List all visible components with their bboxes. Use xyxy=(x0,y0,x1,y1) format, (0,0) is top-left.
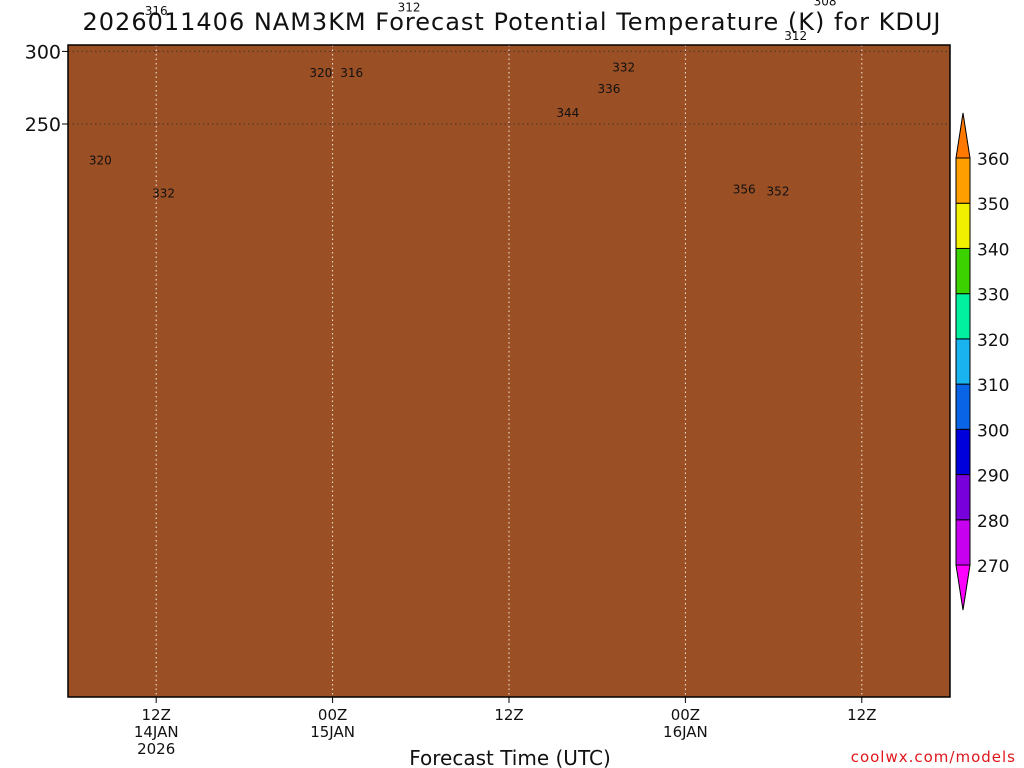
x-tick-label-18-1: 15JAN xyxy=(310,723,355,741)
colorbar-box-330 xyxy=(955,247,971,295)
contour-label-4: 316 xyxy=(145,4,168,18)
colorbar-label-300: 300 xyxy=(977,421,1009,441)
colorbar-label-340: 340 xyxy=(977,240,1009,260)
colorbar-label-330: 330 xyxy=(977,286,1009,306)
x-tick-label-42-0: 00Z xyxy=(671,706,700,724)
colorbar-label-360: 360 xyxy=(977,150,1009,170)
contour-label-30: 352 xyxy=(767,185,790,199)
x-axis-label: Forecast Time (UTC) xyxy=(409,746,611,768)
colorbar-label-350: 350 xyxy=(977,195,1009,215)
colorbar: 270 280 290 300 310 320 330 340 350 360 xyxy=(955,112,1009,611)
contour-labels: 3323203203163163123123043002962922882843… xyxy=(89,0,837,200)
colorbar-label-320: 320 xyxy=(977,331,1009,351)
y-tick-label-250: 250 xyxy=(25,114,61,136)
contour-label-0: 332 xyxy=(152,186,175,200)
colorbar-box-340 xyxy=(955,202,971,249)
contour-label-3: 316 xyxy=(340,66,363,80)
colorbar-label-310: 310 xyxy=(977,376,1009,396)
colorbar-box-280 xyxy=(955,474,971,521)
y-tick-label-350: 350 xyxy=(25,0,61,2)
colorbar-box-290 xyxy=(955,428,971,476)
y-tick-label-300: 300 xyxy=(25,41,61,63)
credit-text[interactable]: coolwx.com/models xyxy=(851,748,1016,766)
x-tick-label-30-0: 12Z xyxy=(494,706,523,724)
grid-lines xyxy=(68,45,950,697)
colorbar-box-320 xyxy=(955,293,971,340)
contour-label-24: 308 xyxy=(814,0,837,9)
x-tick-label-54-0: 12Z xyxy=(847,706,876,724)
x-tick-label-6-2: 2026 xyxy=(137,740,175,758)
chart-title: 2026011406 NAM3KM Forecast Potential Tem… xyxy=(83,8,942,36)
contour-label-2: 320 xyxy=(309,66,332,80)
contour-label-29: 356 xyxy=(733,183,756,197)
x-tick-label-6-0: 12Z xyxy=(142,706,171,724)
pressure-axis: 2503003504004505005506006507007508008509… xyxy=(25,0,68,136)
contour-label-28: 344 xyxy=(556,106,579,120)
colorbar-box-310 xyxy=(955,338,971,385)
contour-label-27: 332 xyxy=(612,61,635,75)
colorbar-label-280: 280 xyxy=(977,512,1009,532)
contour-label-25: 312 xyxy=(784,29,807,43)
colorbar-box-300 xyxy=(955,383,971,430)
colorbar-high-arrow xyxy=(955,112,971,159)
x-tick-label-42-1: 16JAN xyxy=(663,723,708,741)
colorbar-low-arrow xyxy=(955,564,971,611)
colorbar-box-350 xyxy=(955,157,971,204)
colorbar-label-290: 290 xyxy=(977,467,1009,487)
x-tick-label-6-1: 14JAN xyxy=(134,723,179,741)
contour-label-1: 320 xyxy=(89,154,112,168)
colorbar-label-270: 270 xyxy=(977,557,1009,577)
contour-label-26: 336 xyxy=(598,82,621,96)
contour-label-6: 312 xyxy=(398,0,421,14)
x-tick-label-18-0: 00Z xyxy=(318,706,347,724)
colorbar-box-270 xyxy=(955,519,971,566)
